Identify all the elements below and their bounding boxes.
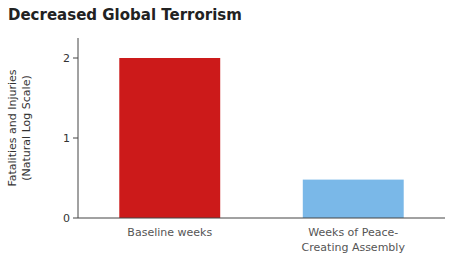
background <box>0 0 459 274</box>
y-axis-label: Fatalities and Injuries(Natural Log Scal… <box>6 69 33 186</box>
chart-container: Decreased Global Terrorism Fatalities and… <box>0 0 459 274</box>
x-tick-label: Weeks of Peace- Creating Assembly <box>302 226 406 254</box>
y-tick <box>73 138 78 139</box>
y-axis: 0 1 2 <box>63 38 78 225</box>
y-axis-line <box>78 38 79 218</box>
text-line: (Natural Log Scale) <box>20 75 33 180</box>
y-tick <box>73 218 78 219</box>
title: Decreased Global Terrorism <box>8 6 242 24</box>
y-tick-label: 2 <box>63 52 70 65</box>
text-line: Fatalities and Injuries <box>6 69 19 186</box>
bars <box>119 58 403 218</box>
chart-svg: Decreased Global Terrorism Fatalities and… <box>0 0 459 274</box>
y-tick <box>73 58 78 59</box>
text-line: Baseline weeks <box>127 226 212 239</box>
bar <box>303 180 404 218</box>
x-tick-label: Baseline weeks <box>127 226 212 239</box>
bar <box>119 58 220 218</box>
y-tick-label: 0 <box>63 212 70 225</box>
y-tick-label: 1 <box>63 132 70 145</box>
text-line: Creating Assembly <box>302 241 406 254</box>
x-axis-line <box>78 218 445 219</box>
text-line: Weeks of Peace- <box>308 226 398 239</box>
x-axis: Baseline weeks Weeks of Peace- Creating As… <box>127 226 405 254</box>
